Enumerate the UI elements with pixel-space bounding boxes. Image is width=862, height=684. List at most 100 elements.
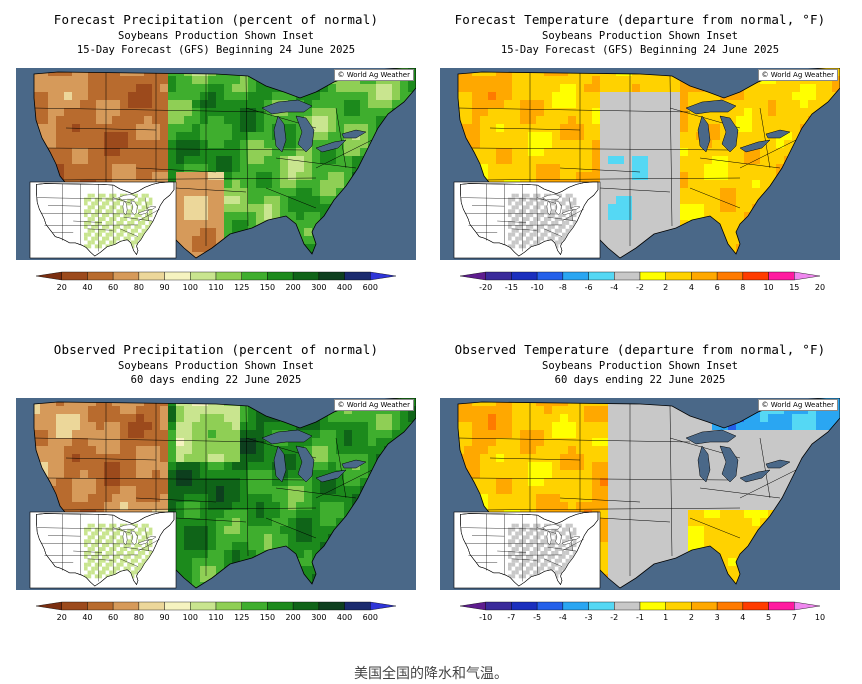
legend-swatch xyxy=(267,271,294,281)
legend-tick-label: -2 xyxy=(636,283,644,292)
legend-tick-label: 150 xyxy=(260,613,275,622)
panel-subtitle: Soybeans Production Shown Inset xyxy=(542,360,738,372)
legend-tick-label: 20 xyxy=(815,283,825,292)
panel-forecast-temperature: Forecast Temperature (departure from nor… xyxy=(440,0,840,320)
legend-swatch xyxy=(768,271,795,281)
legend-swatch xyxy=(215,601,242,611)
legend-swatch xyxy=(241,271,268,281)
legend-swatch xyxy=(536,271,564,281)
legend-tick-label: 20 xyxy=(57,283,67,292)
legend-swatch xyxy=(768,601,795,611)
legend-tick-label: -7 xyxy=(507,613,515,622)
color-legend: 20 40 60 80 90 100 110 125 150 200 300 400 600 xyxy=(16,268,416,304)
legend-tick-label: 200 xyxy=(286,283,301,292)
legend-swatch xyxy=(691,601,718,611)
legend-swatch xyxy=(716,601,744,611)
legend-tick-label: -20 xyxy=(479,283,492,292)
color-legend: -10 -7 -5 -4 -3 -2 -1 1 2 3 4 5 7 10 xyxy=(440,598,840,634)
legend-swatch xyxy=(112,271,140,281)
legend-tick-label: -2 xyxy=(610,613,618,622)
legend-swatch xyxy=(794,601,821,611)
panel-title: Forecast Temperature (departure from nor… xyxy=(454,12,826,27)
legend-swatch xyxy=(318,271,345,281)
legend-swatch xyxy=(190,271,217,281)
legend-tick-label: 125 xyxy=(234,613,249,622)
legend-swatch xyxy=(536,601,564,611)
legend-swatch xyxy=(639,601,666,611)
panel-period: 15-Day Forecast (GFS) Beginning 24 June … xyxy=(76,44,356,56)
panel-observed-temperature: Observed Temperature (departure from nor… xyxy=(440,330,840,650)
legend-tick-label: 400 xyxy=(337,283,352,292)
precipitation-map xyxy=(16,398,416,590)
legend-swatch xyxy=(639,271,666,281)
legend-tick-label: -6 xyxy=(585,283,593,292)
legend-tick-label: -8 xyxy=(559,283,567,292)
legend-swatch xyxy=(112,601,140,611)
legend-swatch xyxy=(87,601,114,611)
legend-tick-label: -4 xyxy=(610,283,618,292)
legend-swatch xyxy=(485,601,512,611)
legend-tick-label: -10 xyxy=(479,613,492,622)
legend-swatch xyxy=(344,601,371,611)
legend-swatch xyxy=(190,601,217,611)
legend-tick-label: 125 xyxy=(234,283,249,292)
legend-tick-label: 600 xyxy=(363,283,378,292)
legend-tick-label: 110 xyxy=(208,283,223,292)
panel-subtitle: Soybeans Production Shown Inset xyxy=(542,30,738,42)
legend-tick-label: 100 xyxy=(183,613,198,622)
color-legend: -20 -15 -10 -8 -6 -4 -2 2 4 6 8 10 15 20 xyxy=(440,268,840,304)
legend-swatch xyxy=(370,271,397,281)
panel-subtitle: Soybeans Production Shown Inset xyxy=(118,30,314,42)
legend-swatch xyxy=(87,271,114,281)
legend-tick-label: -10 xyxy=(531,283,544,292)
legend-tick-label: 300 xyxy=(311,283,326,292)
legend-tick-label: -15 xyxy=(505,283,518,292)
legend-swatch xyxy=(370,601,397,611)
legend-tick-label: 20 xyxy=(57,613,67,622)
legend-tick-label: -3 xyxy=(585,613,593,622)
legend-tick-label: 10 xyxy=(815,613,825,622)
legend-tick-label: 4 xyxy=(689,283,694,292)
panel-forecast-precipitation: Forecast Precipitation (percent of norma… xyxy=(16,0,416,320)
legend-tick-label: 4 xyxy=(740,613,745,622)
panel-period: 60 days ending 22 June 2025 xyxy=(554,374,726,386)
legend-swatch xyxy=(318,601,345,611)
legend-swatch xyxy=(241,601,268,611)
credit-label: © World Ag Weather xyxy=(757,69,838,81)
color-legend: 20 40 60 80 90 100 110 125 150 200 300 400 600 xyxy=(16,598,416,634)
legend-swatch xyxy=(665,271,692,281)
legend-tick-label: 600 xyxy=(363,613,378,622)
legend-swatch xyxy=(562,271,589,281)
legend-swatch xyxy=(588,271,615,281)
credit-label: © World Ag Weather xyxy=(757,399,838,411)
temperature-map xyxy=(440,68,840,260)
legend-tick-label: 2 xyxy=(689,613,694,622)
legend-swatch xyxy=(511,271,538,281)
legend-tick-label: 400 xyxy=(337,613,352,622)
legend-swatch xyxy=(138,271,165,281)
legend-swatch xyxy=(459,601,486,611)
legend-tick-label: 80 xyxy=(134,613,144,622)
legend-swatch xyxy=(742,601,769,611)
legend-tick-label: 6 xyxy=(715,283,720,292)
legend-tick-label: 60 xyxy=(108,283,118,292)
legend-swatch xyxy=(138,601,165,611)
panel-period: 60 days ending 22 June 2025 xyxy=(130,374,302,386)
legend-tick-label: 60 xyxy=(108,613,118,622)
figure-caption: 美国全国的降水和气温。 xyxy=(354,666,508,682)
legend-swatch xyxy=(794,271,821,281)
legend-tick-label: 8 xyxy=(740,283,745,292)
legend-tick-label: 90 xyxy=(159,613,169,622)
legend-tick-label: -5 xyxy=(533,613,541,622)
legend-swatch xyxy=(614,601,641,611)
legend-tick-label: 150 xyxy=(260,283,275,292)
legend-swatch xyxy=(164,601,191,611)
legend-tick-label: 80 xyxy=(134,283,144,292)
legend-swatch xyxy=(485,271,512,281)
legend-tick-label: -4 xyxy=(559,613,567,622)
legend-swatch xyxy=(61,271,88,281)
legend-tick-label: 40 xyxy=(82,613,92,622)
legend-swatch xyxy=(588,601,615,611)
legend-swatch xyxy=(35,271,62,281)
legend-swatch xyxy=(215,271,242,281)
